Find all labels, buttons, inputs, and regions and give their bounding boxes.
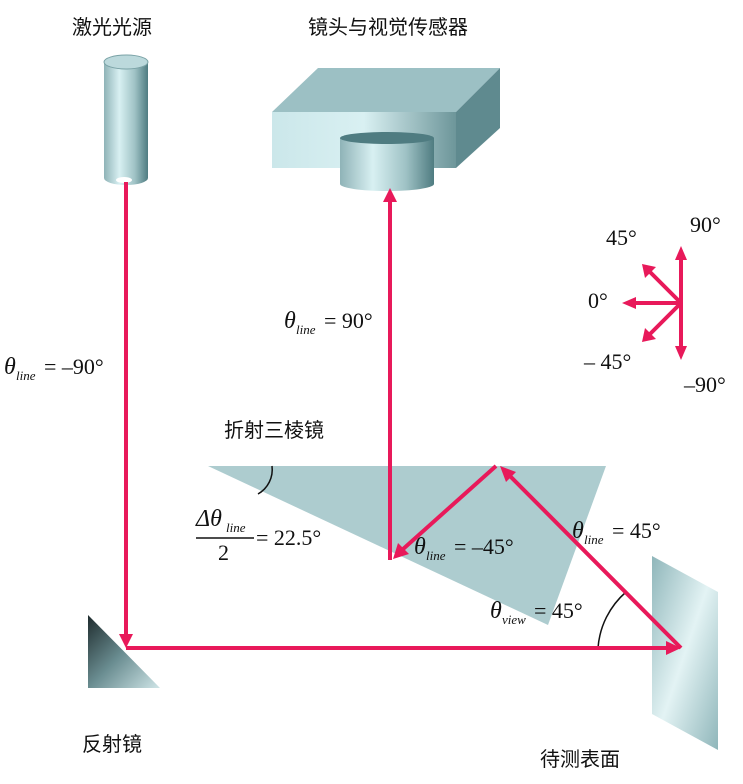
direction-compass (622, 246, 687, 360)
svg-text:= –45°: = –45° (454, 534, 514, 559)
svg-text:= 45°: = 45° (612, 518, 661, 543)
compass-0: 0° (588, 288, 608, 313)
svg-text:line: line (296, 322, 316, 337)
svg-text:θ: θ (490, 598, 502, 624)
svg-text:Δθ: Δθ (195, 506, 222, 532)
annotation-view-angle: θ view = 45° (490, 598, 583, 627)
svg-text:= 45°: = 45° (534, 598, 583, 623)
svg-text:= 22.5°: = 22.5° (256, 525, 321, 550)
annotation-sensor-angle: θ line = 90° (284, 308, 373, 337)
laser-source (103, 54, 149, 185)
label-sensor: 镜头与视觉传感器 (308, 15, 468, 39)
svg-text:2: 2 (218, 540, 229, 565)
annotation-laser-angle: θ line = –90° (4, 354, 104, 383)
svg-text:θ: θ (284, 308, 296, 334)
annotation-prism-inner-angle: θ line = –45° (414, 534, 514, 563)
laser-beam-path (119, 182, 683, 655)
svg-text:view: view (502, 612, 526, 627)
test-surface (652, 556, 718, 750)
label-mirror: 反射镜 (82, 732, 142, 756)
svg-text:θ: θ (4, 354, 16, 380)
svg-text:line: line (16, 368, 36, 383)
svg-text:line: line (584, 532, 604, 547)
compass-45: 45° (606, 225, 637, 250)
compass-90: 90° (690, 212, 721, 237)
svg-text:line: line (426, 548, 446, 563)
label-surface: 待测表面 (540, 747, 620, 771)
view-angle-arc (597, 591, 627, 649)
svg-text:= 90°: = 90° (324, 308, 373, 333)
svg-text:= –90°: = –90° (44, 354, 104, 379)
compass-minus90: –90° (683, 372, 726, 397)
annotation-surface-line-angle: θ line = 45° (572, 518, 661, 547)
camera-sensor (272, 68, 500, 191)
label-prism: 折射三棱镜 (224, 418, 324, 442)
svg-text:θ: θ (572, 518, 584, 544)
compass-minus45: – 45° (583, 349, 631, 374)
prism-angle-arc (257, 465, 273, 495)
label-laser-source: 激光光源 (72, 15, 152, 39)
annotation-prism-half-angle: Δθ line 2 = 22.5° (195, 506, 321, 565)
reflection-mirror (88, 615, 160, 688)
svg-text:line: line (226, 520, 246, 535)
svg-text:θ: θ (414, 534, 426, 560)
